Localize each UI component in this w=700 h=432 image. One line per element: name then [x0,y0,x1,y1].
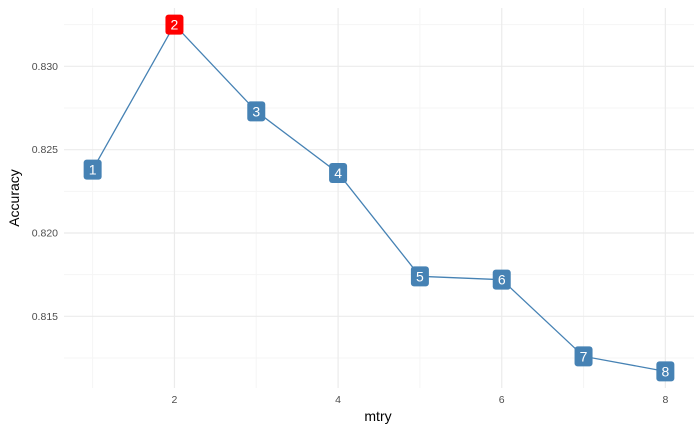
point-label-5: 5 [410,266,429,287]
point-label-3: 3 [247,101,266,122]
point-label-text: 4 [334,165,342,181]
point-label-text: 2 [171,17,179,33]
point-label-box [329,163,348,183]
point-label-4: 4 [329,163,348,183]
point-label-text: 8 [661,363,669,379]
y-axis-ticks: 0.815 0.820 0.825 0.830 [32,61,58,323]
point-label-box [83,159,102,180]
y-tick-label: 0.830 [32,61,58,73]
point-label-8: 8 [656,361,675,382]
x-tick-label: 8 [662,394,668,406]
accuracy-series [92,23,666,372]
point-label-box [574,346,593,367]
series-line [92,23,666,372]
major-gridlines [64,8,694,388]
point-label-text: 3 [252,103,260,119]
point-labels: 1 2 3 4 5 6 7 8 [83,14,675,382]
point-label-7: 7 [574,346,593,367]
point-label-box [247,101,266,122]
point-label-box [410,266,429,287]
y-tick-label: 0.820 [32,228,58,240]
x-axis-title: mtry [364,408,391,424]
point-label-text: 1 [89,162,97,178]
point-label-6: 6 [492,269,511,290]
y-tick-label: 0.825 [32,144,58,156]
point-label-2: 2 [165,14,184,35]
x-tick-label: 2 [172,394,178,406]
point-label-box [165,14,184,35]
point-label-text: 7 [580,348,588,364]
point-label-1: 1 [83,159,102,180]
point-label-text: 5 [416,268,424,284]
x-axis-ticks: 2 4 6 8 [172,394,669,406]
x-tick-label: 6 [499,394,505,406]
x-tick-label: 4 [335,394,341,406]
point-label-box [656,361,675,382]
y-axis-title: Accuracy [6,169,22,227]
point-label-box [492,269,511,290]
minor-gridlines [64,8,694,388]
point-label-text: 6 [498,272,506,288]
y-tick-label: 0.815 [32,311,58,323]
